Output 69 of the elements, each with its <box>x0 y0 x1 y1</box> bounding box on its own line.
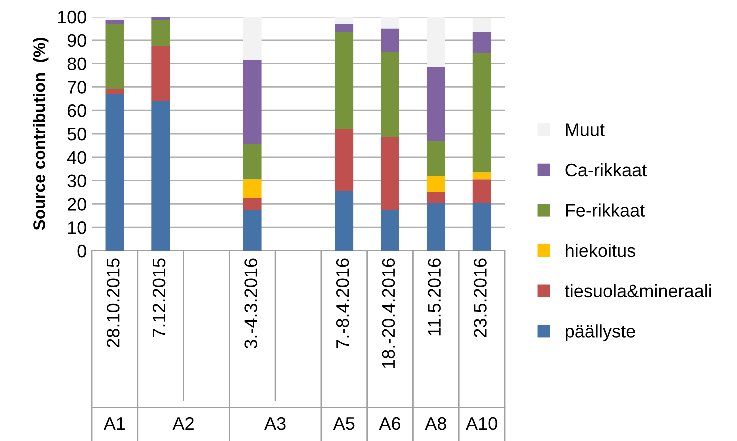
bar <box>381 28 400 52</box>
bar <box>381 210 400 251</box>
bar <box>335 191 354 251</box>
bar <box>243 180 262 198</box>
y-tick-label: 30 <box>68 174 86 188</box>
bar <box>472 172 492 180</box>
text: A2 <box>172 417 194 430</box>
bar <box>426 141 446 176</box>
bar <box>243 144 262 180</box>
bar <box>106 24 124 90</box>
bar <box>152 46 170 102</box>
bar <box>106 90 124 94</box>
bar <box>426 192 446 204</box>
y-tick-label: 70 <box>68 81 86 94</box>
x-tick-label: 3.-4.3.2016 <box>244 258 258 349</box>
y-tick-label: 100 <box>58 10 86 24</box>
legend-label: Ca-rikkaat <box>566 163 647 177</box>
x-tick-label: 11.5.2016 <box>428 258 442 336</box>
text: A5 <box>333 418 355 430</box>
bar <box>335 32 354 130</box>
legend-label: hiekoitus <box>566 244 636 258</box>
bar <box>335 129 354 192</box>
bar <box>426 17 446 68</box>
y-tick-label: 10 <box>68 222 86 234</box>
bar <box>106 17 124 21</box>
text: A10 <box>466 417 498 430</box>
bar <box>335 17 354 24</box>
x-tick-label: 28.10.2015 <box>107 258 120 348</box>
bar <box>381 17 400 29</box>
x-tick-label: 23.5.2016 <box>474 258 487 338</box>
y-tick-label: 20 <box>68 198 86 211</box>
y-tick-label: 60 <box>68 104 86 118</box>
bar <box>426 176 446 192</box>
bar <box>472 180 492 204</box>
bar <box>106 94 124 251</box>
text: A8 <box>425 417 446 430</box>
y-tick-label: 40 <box>67 151 86 164</box>
bar <box>152 20 170 46</box>
bar <box>243 198 262 210</box>
text: A3 <box>264 417 286 430</box>
legend-label: tiesuola&mineraali <box>565 284 712 298</box>
y-axis-title: Source contribution (%) <box>33 38 49 230</box>
bar <box>472 53 492 173</box>
bar <box>472 18 492 32</box>
bar <box>426 203 446 251</box>
y-tick-label: 50 <box>68 128 86 141</box>
y-tick-label: 0 <box>78 244 86 258</box>
bar <box>243 60 262 145</box>
bar <box>106 20 124 24</box>
x-tick-label: 18.-20.4.2016 <box>382 258 396 368</box>
x-tick-label: 7.-8.4.2016 <box>336 258 350 348</box>
y-tick-label: 80 <box>68 58 86 71</box>
bar <box>243 210 262 251</box>
x-tick-label: 7.12.2015 <box>152 258 166 338</box>
bar <box>335 24 354 32</box>
legend-label: päällyste <box>566 324 636 342</box>
bar <box>381 138 400 210</box>
bar <box>152 101 170 251</box>
bar <box>472 203 492 251</box>
text: A6 <box>379 417 401 430</box>
bar <box>152 17 170 21</box>
text: A1 <box>104 418 126 430</box>
bar <box>381 52 400 138</box>
bar <box>243 17 262 60</box>
bar <box>472 32 492 54</box>
legend-label: Fe-rikkaat <box>566 204 645 217</box>
y-tick-label: 90 <box>68 34 86 48</box>
bar <box>426 67 446 142</box>
legend-label: Muut <box>566 124 605 136</box>
